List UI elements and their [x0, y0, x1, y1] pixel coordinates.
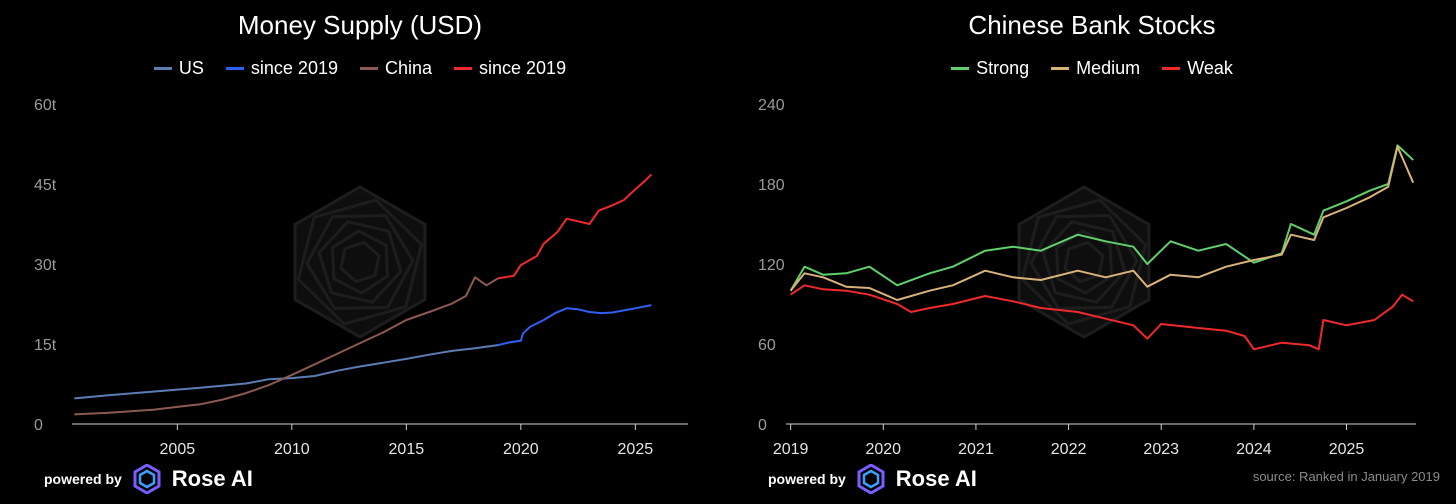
legend-swatch: [951, 67, 970, 70]
chart-title: Money Supply (USD): [237, 10, 483, 40]
legend-item-strong: Strong: [951, 58, 1029, 79]
y-tick-label: 60t: [34, 97, 57, 114]
powered-by-badge: powered by Rose AI: [44, 464, 253, 494]
x-tick-label: 2022: [1051, 441, 1087, 458]
powered-by-badge: powered by Rose AI: [768, 464, 977, 494]
y-tick-label: 120: [758, 257, 785, 274]
legend-swatch: [359, 67, 378, 70]
legend-item-china-since-2019: since 2019: [454, 58, 566, 79]
series-line-since-2019: [497, 304, 652, 347]
chart-title: Chinese Bank Stocks: [968, 10, 1216, 40]
x-tick-label: 2005: [160, 441, 196, 458]
series-line-weak: [790, 284, 1414, 351]
y-tick-label: 180: [758, 177, 785, 194]
chart-legend: Strong Medium Weak: [728, 58, 1456, 79]
powered-by-text: powered by: [768, 471, 846, 487]
y-tick-label: 0: [34, 417, 43, 434]
series-line-medium: [789, 145, 1415, 301]
y-tick-label: 60: [758, 337, 776, 354]
y-tick-label: 240: [758, 97, 785, 114]
money-supply-panel: Money Supply (USD) US since 2019 China s…: [0, 0, 720, 504]
legend-label: since 2019: [250, 58, 338, 78]
series-line-china: [74, 276, 499, 416]
legend-label: Weak: [1187, 58, 1233, 78]
rose-ai-logo-icon: [857, 464, 885, 494]
x-tick-label: 2020: [865, 441, 901, 458]
rose-ai-logo-icon: [133, 464, 161, 494]
watermark-logo-icon: [1017, 185, 1151, 339]
x-tick-label: 2024: [1236, 441, 1272, 458]
legend-label: US: [178, 58, 204, 78]
legend-label: since 2019: [479, 58, 567, 78]
powered-by-text: powered by: [44, 471, 122, 487]
x-tick-label: 2019: [773, 441, 809, 458]
series-line-us: [74, 344, 499, 400]
legend-item-weak: Weak: [1162, 58, 1233, 79]
chart-legend: US since 2019 China since 2019: [0, 58, 720, 79]
legend-label: China: [384, 58, 433, 78]
x-tick-label: 2020: [503, 441, 539, 458]
legend-item-china: China: [359, 58, 433, 79]
legend-label: Medium: [1076, 58, 1141, 78]
y-tick-label: 30t: [34, 257, 57, 274]
legend-swatch: [1162, 67, 1181, 70]
y-tick-label: 0: [758, 417, 767, 434]
legend-item-us: US: [153, 58, 204, 79]
watermark-logo-icon: [293, 185, 427, 339]
legend-item-medium: Medium: [1051, 58, 1140, 79]
legend-swatch: [153, 67, 172, 70]
money-supply-plot: 0 15t 30t 45t 60t 2005 2010 2015 2020 2025: [34, 97, 688, 458]
legend-swatch: [1051, 67, 1070, 70]
y-tick-label: 15t: [34, 337, 57, 354]
brand-name: Rose AI: [895, 466, 977, 491]
x-tick-label: 2023: [1143, 441, 1179, 458]
x-tick-label: 2025: [1329, 441, 1365, 458]
x-tick-label: 2025: [618, 441, 654, 458]
bank-stocks-plot: 0 60 120 180 240 2019 2020 2021 2022 2023 2024 2025: [758, 97, 1416, 458]
x-tick-label: 2010: [274, 441, 310, 458]
legend-label: Strong: [976, 58, 1030, 78]
legend-swatch: [454, 67, 473, 70]
bank-stocks-panel: Chinese Bank Stocks Strong Medium Weak 0…: [728, 0, 1456, 504]
brand-name: Rose AI: [171, 466, 253, 491]
x-tick-label: 2015: [389, 441, 425, 458]
series-line-strong: [789, 144, 1414, 292]
x-tick-label: 2021: [958, 441, 994, 458]
source-note: source: Ranked in January 2019: [1252, 469, 1440, 484]
legend-item-us-since-2019: since 2019: [225, 58, 338, 79]
y-tick-label: 45t: [34, 177, 57, 194]
legend-swatch: [225, 67, 244, 70]
series-line-since-2019: [497, 173, 653, 280]
